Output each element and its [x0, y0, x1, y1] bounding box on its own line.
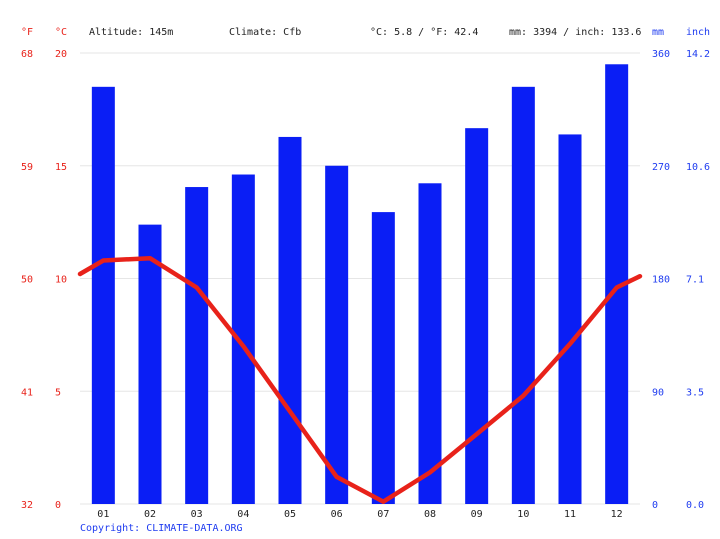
unit-celsius-label: °C [55, 27, 67, 38]
inch-ticks: 0.0 3.5 7.1 10.6 14.2 [686, 49, 710, 511]
fahrenheit-tick-label: 50 [21, 275, 33, 286]
fahrenheit-tick-label: 32 [21, 500, 33, 511]
precipitation-bar [325, 165, 349, 504]
mm-tick-label: 90 [652, 387, 664, 398]
month-tick-label: 06 [331, 509, 343, 520]
month-tick-label: 12 [611, 509, 623, 520]
climate-label: Climate: Cfb [229, 27, 301, 38]
month-tick-label: 07 [377, 509, 389, 520]
mm-tick-label: 180 [652, 275, 670, 286]
precipitation-bar [91, 86, 115, 504]
avg-temp-label: °C: 5.8 / °F: 42.4 [370, 27, 478, 38]
inch-tick-label: 10.6 [686, 162, 710, 173]
unit-mm-label: mm [652, 27, 664, 38]
celsius-tick-label: 20 [55, 49, 67, 60]
month-tick-label: 09 [471, 509, 483, 520]
month-tick-label: 02 [144, 509, 156, 520]
mm-tick-label: 270 [652, 162, 670, 173]
precipitation-bar [418, 183, 442, 505]
mm-tick-label: 0 [652, 500, 658, 511]
month-tick-label: 05 [284, 509, 296, 520]
month-tick-label: 03 [191, 509, 203, 520]
precipitation-total-label: mm: 3394 / inch: 133.6 [509, 27, 641, 38]
inch-tick-label: 0.0 [686, 500, 704, 511]
celsius-tick-label: 10 [55, 275, 67, 286]
precipitation-bar [465, 128, 489, 504]
precipitation-bar [511, 86, 535, 504]
celsius-tick-label: 5 [55, 387, 61, 398]
celsius-tick-label: 0 [55, 500, 61, 511]
month-ticks: 01 02 03 04 05 06 07 08 09 10 11 12 [97, 509, 622, 520]
fahrenheit-tick-label: 68 [21, 49, 33, 60]
inch-tick-label: 7.1 [686, 275, 704, 286]
month-tick-label: 08 [424, 509, 436, 520]
inch-tick-label: 14.2 [686, 49, 710, 60]
precipitation-bar [231, 174, 255, 504]
precipitation-bar [558, 134, 582, 505]
fahrenheit-ticks: 32 41 50 59 68 [21, 49, 33, 511]
unit-inch-label: inch [686, 27, 710, 38]
mm-tick-label: 360 [652, 49, 670, 60]
month-tick-label: 11 [564, 509, 576, 520]
precipitation-bar [371, 212, 395, 504]
month-tick-label: 04 [237, 509, 249, 520]
precipitation-bars [91, 64, 629, 505]
grid-lines [80, 52, 640, 505]
inch-tick-label: 3.5 [686, 387, 704, 398]
unit-fahrenheit-label: °F [21, 27, 33, 38]
precipitation-bar [605, 64, 629, 505]
precipitation-bar [278, 136, 302, 505]
copyright-label: Copyright: CLIMATE-DATA.ORG [80, 523, 243, 534]
month-tick-label: 01 [97, 509, 109, 520]
fahrenheit-tick-label: 41 [21, 387, 33, 398]
temperature-line-group [77, 255, 643, 504]
precipitation-bar [138, 224, 162, 504]
temperature-line [77, 255, 643, 504]
altitude-label: Altitude: 145m [89, 27, 173, 38]
month-tick-label: 10 [517, 509, 529, 520]
fahrenheit-tick-label: 59 [21, 162, 33, 173]
celsius-ticks: 0 5 10 15 20 [55, 49, 67, 511]
celsius-tick-label: 15 [55, 162, 67, 173]
precipitation-bar [185, 187, 209, 504]
mm-ticks: 0 90 180 270 360 [652, 49, 670, 511]
